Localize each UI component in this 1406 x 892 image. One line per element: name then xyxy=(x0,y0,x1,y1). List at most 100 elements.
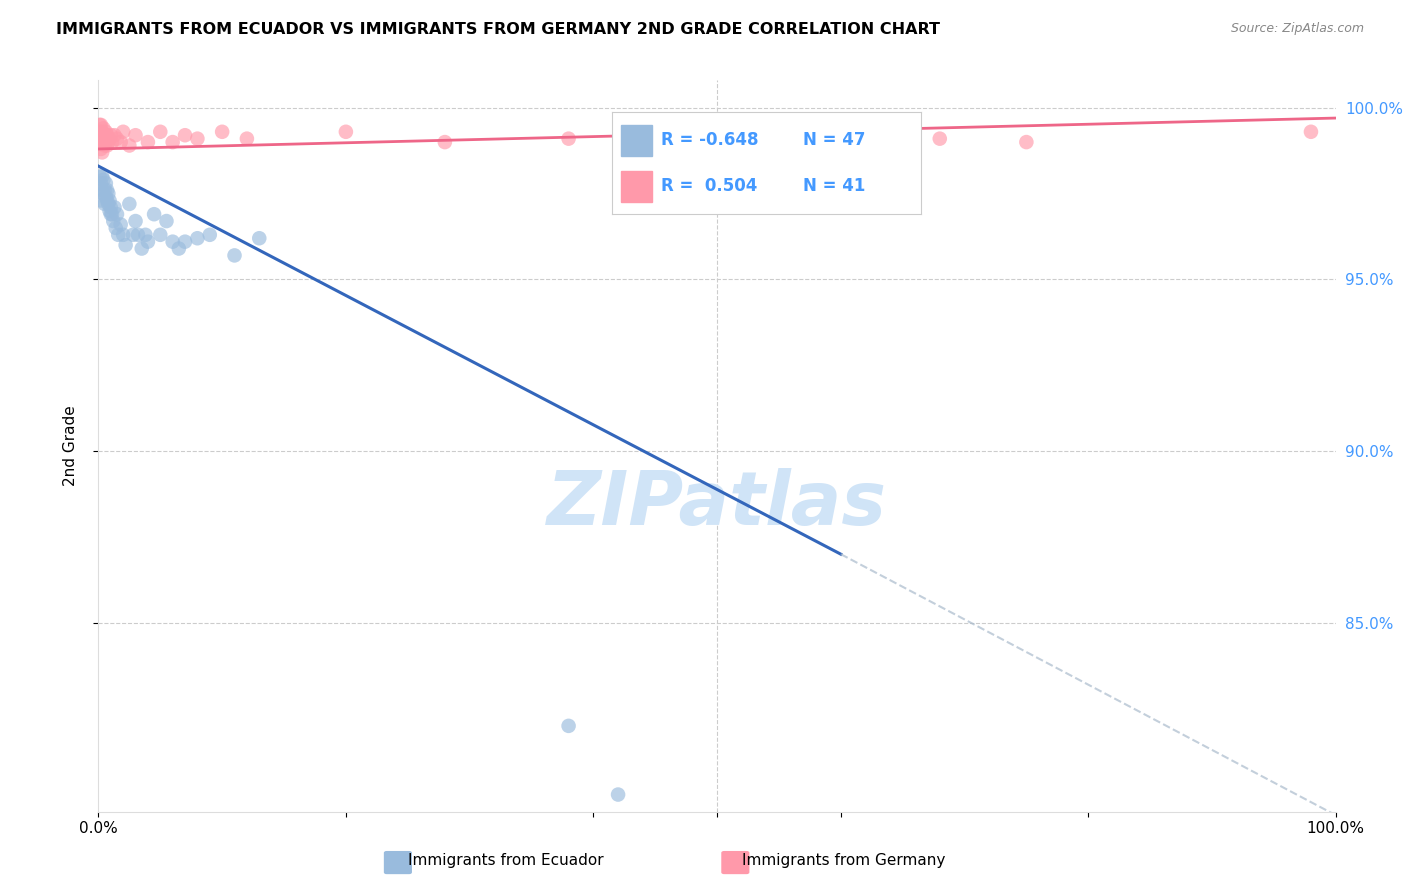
Point xyxy=(149,125,172,139)
Point xyxy=(114,238,136,252)
Point xyxy=(557,719,579,733)
Point xyxy=(211,125,233,139)
Point xyxy=(155,214,177,228)
Point xyxy=(167,242,190,256)
Point xyxy=(607,788,630,802)
Point xyxy=(90,176,112,190)
Point xyxy=(110,218,132,232)
Point xyxy=(93,128,115,143)
Point xyxy=(96,194,118,208)
Point xyxy=(928,131,950,145)
Point xyxy=(93,131,115,145)
Point xyxy=(131,242,153,256)
Point xyxy=(103,214,125,228)
Point xyxy=(136,235,159,249)
Text: Immigrants from Ecuador: Immigrants from Ecuador xyxy=(408,854,605,868)
Point xyxy=(91,169,114,184)
Point xyxy=(90,118,112,132)
Point xyxy=(1299,125,1322,139)
Text: ZIPatlas: ZIPatlas xyxy=(547,468,887,541)
Point xyxy=(91,125,114,139)
Point xyxy=(96,183,118,197)
Point xyxy=(124,128,146,143)
Point xyxy=(101,207,124,221)
Point xyxy=(118,138,141,153)
Y-axis label: 2nd Grade: 2nd Grade xyxy=(63,406,77,486)
Point xyxy=(93,173,115,187)
Point xyxy=(103,200,125,214)
Point xyxy=(335,125,357,139)
Point xyxy=(93,121,115,136)
Point xyxy=(100,200,122,214)
Point xyxy=(91,145,114,160)
Point xyxy=(134,227,156,242)
Point xyxy=(98,131,121,145)
Point xyxy=(97,197,120,211)
Point xyxy=(90,194,112,208)
Point xyxy=(112,125,135,139)
Point xyxy=(557,131,579,145)
Point xyxy=(186,231,208,245)
Point xyxy=(224,248,246,262)
Point xyxy=(97,135,120,149)
Point xyxy=(103,128,125,143)
FancyBboxPatch shape xyxy=(621,171,652,202)
Point xyxy=(93,138,115,153)
Point xyxy=(247,231,270,245)
Point xyxy=(91,135,114,149)
Point xyxy=(93,186,115,201)
Point xyxy=(112,227,135,242)
Point xyxy=(91,183,114,197)
Text: N = 47: N = 47 xyxy=(803,131,866,149)
Point xyxy=(830,125,852,139)
Point xyxy=(186,131,208,145)
Point xyxy=(89,118,111,132)
Point xyxy=(143,207,166,221)
Point xyxy=(94,190,117,204)
Point xyxy=(98,203,121,218)
Point xyxy=(198,227,221,242)
Point xyxy=(174,235,197,249)
Point xyxy=(89,169,111,184)
Point xyxy=(94,125,117,139)
Point xyxy=(93,183,115,197)
Point xyxy=(107,227,129,242)
Text: R = -0.648: R = -0.648 xyxy=(661,131,759,149)
Point xyxy=(149,227,172,242)
Point xyxy=(90,142,112,156)
Point xyxy=(96,138,118,153)
Text: Source: ZipAtlas.com: Source: ZipAtlas.com xyxy=(1230,22,1364,36)
Text: IMMIGRANTS FROM ECUADOR VS IMMIGRANTS FROM GERMANY 2ND GRADE CORRELATION CHART: IMMIGRANTS FROM ECUADOR VS IMMIGRANTS FR… xyxy=(56,22,941,37)
Point xyxy=(100,128,122,143)
Point xyxy=(104,221,127,235)
Text: R =  0.504: R = 0.504 xyxy=(661,178,758,195)
Point xyxy=(236,131,259,145)
FancyBboxPatch shape xyxy=(621,125,652,155)
Point xyxy=(96,128,118,143)
Point xyxy=(122,227,145,242)
Point xyxy=(162,235,184,249)
Point xyxy=(1015,135,1038,149)
Point xyxy=(89,125,111,139)
Point xyxy=(433,135,456,149)
Point xyxy=(93,197,115,211)
Point xyxy=(100,207,122,221)
Point xyxy=(98,194,121,208)
Point xyxy=(162,135,184,149)
Point xyxy=(110,135,132,149)
Point xyxy=(174,128,197,143)
Point xyxy=(101,135,124,149)
Text: N = 41: N = 41 xyxy=(803,178,866,195)
Text: Immigrants from Germany: Immigrants from Germany xyxy=(742,854,945,868)
Point xyxy=(127,227,149,242)
Point xyxy=(90,128,112,143)
Point xyxy=(124,214,146,228)
Point xyxy=(94,176,117,190)
Point xyxy=(105,131,128,145)
Point xyxy=(97,186,120,201)
Point xyxy=(94,135,117,149)
Point xyxy=(136,135,159,149)
Point xyxy=(118,197,141,211)
Point xyxy=(105,207,128,221)
Point xyxy=(89,135,111,149)
